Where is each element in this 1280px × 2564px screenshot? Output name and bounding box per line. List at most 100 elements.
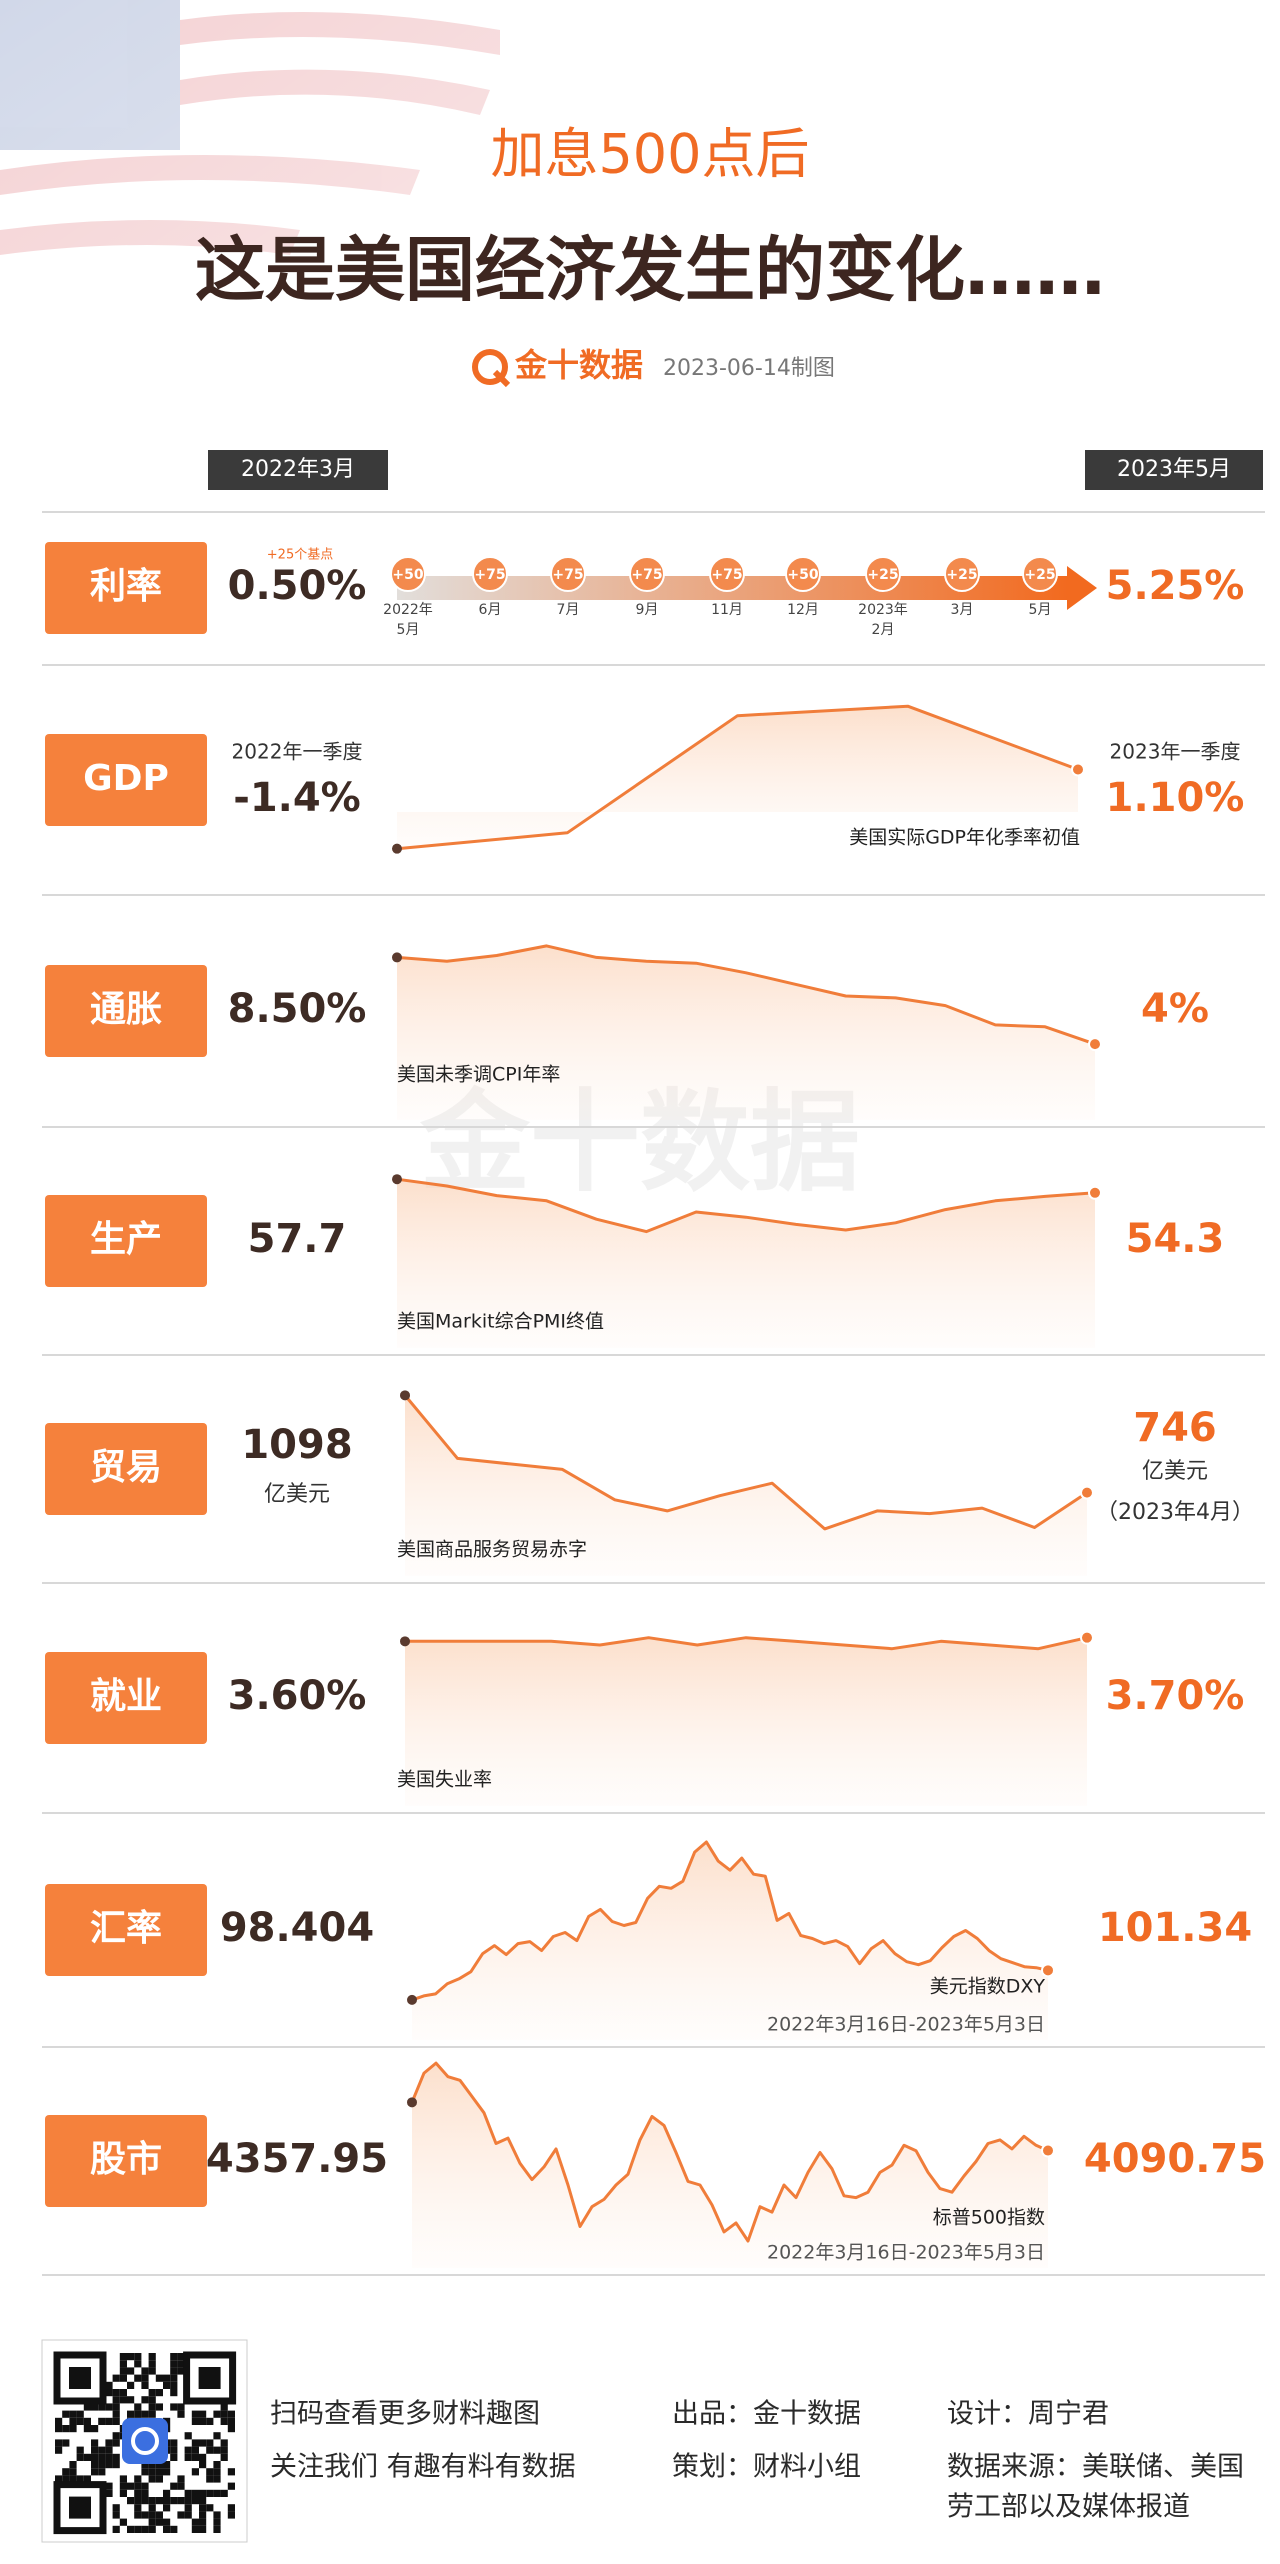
qr-module xyxy=(199,2497,207,2505)
qr-module xyxy=(199,2489,207,2497)
qr-module xyxy=(148,2353,156,2361)
qr-module xyxy=(191,2525,199,2533)
end-dot xyxy=(1088,1185,1102,1200)
qr-module xyxy=(199,2439,207,2447)
qr-module xyxy=(112,2461,120,2469)
qr-module xyxy=(112,2374,120,2382)
hike-dot xyxy=(944,556,980,592)
line xyxy=(410,2061,1049,2243)
qr-module xyxy=(141,2461,149,2469)
qr-module xyxy=(112,2504,120,2512)
qr-module xyxy=(148,2396,156,2404)
qr-module xyxy=(91,2468,99,2476)
qr-module xyxy=(141,2482,149,2490)
qr-module xyxy=(148,2475,156,2483)
qr-module xyxy=(141,2410,149,2418)
hike-date: 11月 xyxy=(711,602,743,618)
qr-module xyxy=(191,2453,199,2461)
qr-module xyxy=(220,2453,228,2461)
qr-module xyxy=(220,2439,228,2447)
line xyxy=(405,1636,1088,1651)
qr-module xyxy=(127,2353,135,2361)
qr-module xyxy=(155,2511,163,2519)
chart-caption: 美国未季调CPI年率 xyxy=(397,1064,560,1086)
qr-module xyxy=(62,2439,70,2447)
period-tag xyxy=(1085,450,1263,490)
line xyxy=(396,704,1079,851)
qr-module xyxy=(220,2403,228,2411)
qr-module xyxy=(191,2489,199,2497)
qr-module xyxy=(112,2403,120,2411)
end-dot xyxy=(1071,762,1085,777)
row-label-box xyxy=(45,1884,207,1976)
qr-module xyxy=(170,2482,178,2490)
period-start: 2022年3月 xyxy=(241,457,355,482)
qr-module xyxy=(199,2410,207,2418)
qr-module xyxy=(170,2360,178,2368)
qr-module xyxy=(199,2518,207,2526)
qr-module xyxy=(155,2475,163,2483)
qr-module xyxy=(177,2511,185,2519)
credit: 策划：财料小组 xyxy=(672,2452,861,2483)
qr-module xyxy=(134,2360,142,2368)
qr-module xyxy=(112,2389,120,2397)
qr-text: 关注我们 有趣有料有数据 xyxy=(270,2452,576,2483)
qr-module xyxy=(184,2504,192,2512)
start-dot xyxy=(400,1390,410,1401)
source: 劳工部以及媒体报道 xyxy=(947,2492,1190,2523)
qr-module xyxy=(227,2410,235,2418)
row-label: 汇率 xyxy=(90,1908,162,1949)
end-note: 2023年一季度 xyxy=(1110,740,1241,764)
qr-module xyxy=(98,2468,106,2476)
qr-module xyxy=(127,2410,135,2418)
qr-module xyxy=(112,2432,120,2440)
source: 数据来源：美联储、美国 xyxy=(947,2452,1244,2483)
qr-module xyxy=(163,2518,171,2526)
qr-module xyxy=(163,2374,171,2382)
qr-module xyxy=(98,2417,106,2425)
qr-module xyxy=(76,2446,84,2454)
qr-finder xyxy=(53,2351,107,2405)
qr-icon xyxy=(131,2427,159,2455)
qr-module xyxy=(105,2446,113,2454)
hike-label: +75 xyxy=(711,567,742,583)
qr-module xyxy=(163,2381,171,2389)
qr-module xyxy=(148,2360,156,2368)
qr-module xyxy=(105,2403,113,2411)
start-unit: 亿美元 xyxy=(264,1482,330,1507)
qr-module xyxy=(191,2497,199,2505)
qr-module xyxy=(134,2475,142,2483)
qr-module xyxy=(69,2475,77,2483)
period-end: 2023年5月 xyxy=(1117,457,1231,482)
qr-module xyxy=(112,2396,120,2404)
area xyxy=(397,706,1078,849)
qr-module xyxy=(105,2461,113,2469)
qr-module xyxy=(206,2446,214,2454)
date: 2023-06-14制图 xyxy=(663,356,835,381)
row-label: GDP xyxy=(83,758,169,799)
qr-module xyxy=(155,2374,163,2382)
area xyxy=(412,1842,1048,2040)
qr-finder xyxy=(53,2481,107,2535)
qr-module xyxy=(191,2439,199,2447)
qr-module xyxy=(213,2410,221,2418)
hike-date: 6月 xyxy=(479,602,502,618)
qr-module xyxy=(227,2425,235,2433)
row-label-box xyxy=(45,734,207,826)
chart-caption: 美元指数DXY xyxy=(930,1976,1046,1998)
hike-date: 5月 xyxy=(397,622,420,638)
qr-module xyxy=(184,2511,192,2519)
qr-module xyxy=(55,2417,63,2425)
qr-module xyxy=(213,2446,221,2454)
end-value: 1.10% xyxy=(1106,775,1245,821)
qr-module xyxy=(83,2417,91,2425)
qr-module xyxy=(134,2504,142,2512)
chart-caption: 美国实际GDP年化季率初值 xyxy=(849,827,1080,849)
qr-module xyxy=(170,2497,178,2505)
hike-date: 2023年 xyxy=(858,602,908,618)
qr-module xyxy=(206,2475,214,2483)
qr-module xyxy=(83,2453,91,2461)
hike-date: 12月 xyxy=(787,602,819,618)
qr-module xyxy=(112,2417,120,2425)
